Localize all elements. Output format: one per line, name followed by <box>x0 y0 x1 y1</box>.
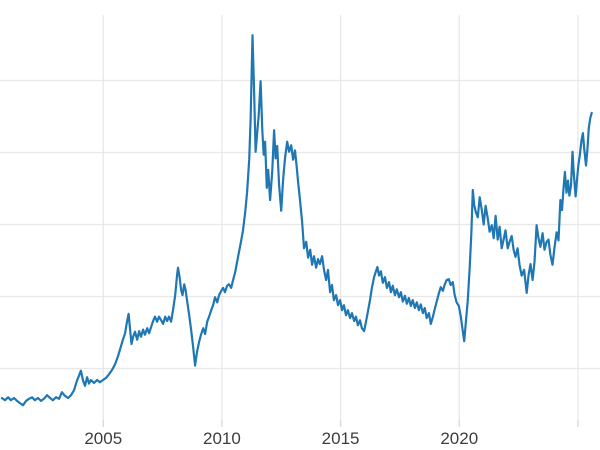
x-tick-label: 2005 <box>84 429 122 448</box>
x-tick-label: 2020 <box>440 429 478 448</box>
x-tick-label: 2015 <box>322 429 360 448</box>
series-line <box>0 34 593 407</box>
x-tick-label: 2010 <box>203 429 241 448</box>
